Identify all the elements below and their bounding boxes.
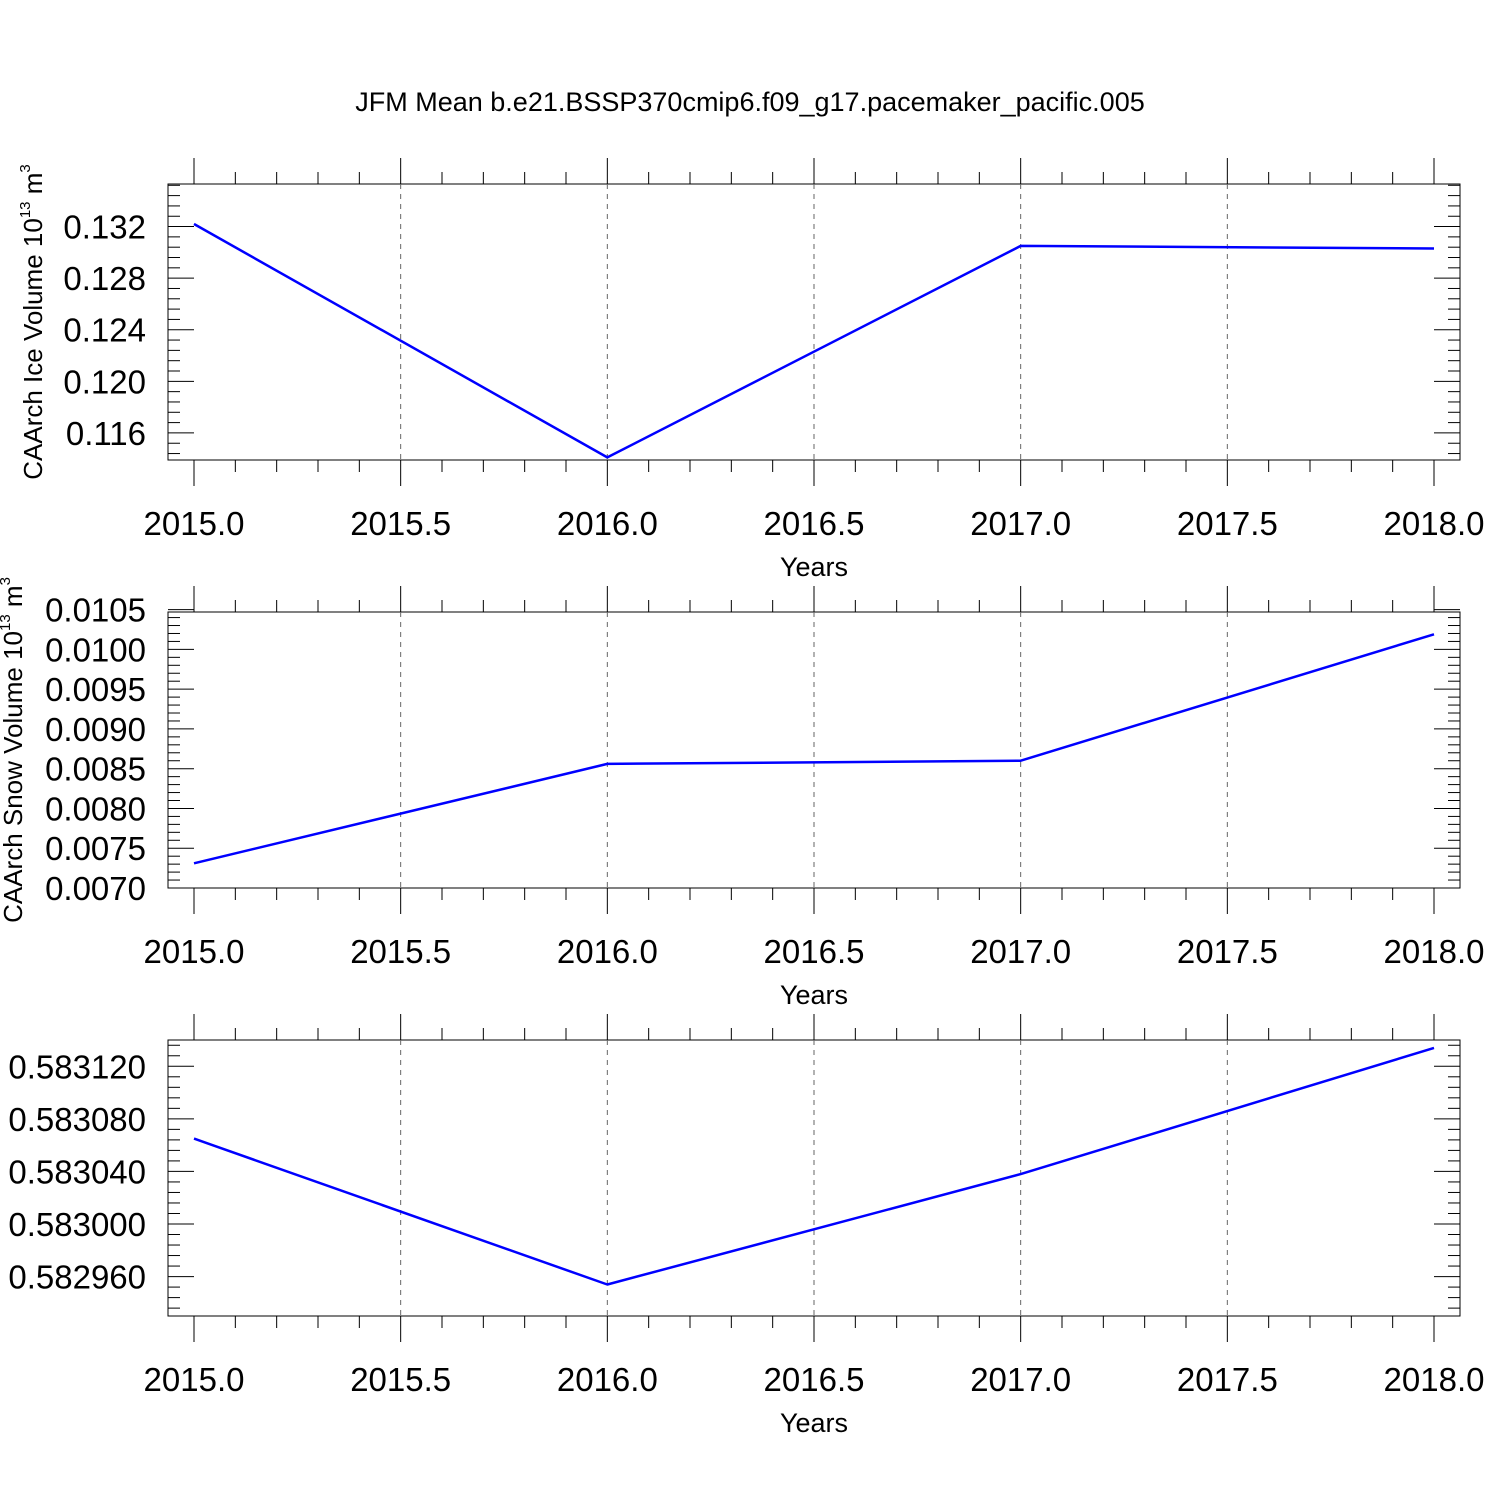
x-tick-label: 2017.0 xyxy=(970,933,1071,970)
x-tick-label: 2016.0 xyxy=(557,505,658,542)
y-tick-label: 0.128 xyxy=(63,260,146,297)
x-tick-label: 2016.0 xyxy=(557,1361,658,1398)
x-tick-label: 2018.0 xyxy=(1384,933,1485,970)
y-tick-label: 0.0075 xyxy=(45,830,146,867)
y-tick-label: 0.583040 xyxy=(8,1153,146,1190)
x-tick-label: 2015.5 xyxy=(350,933,451,970)
x-tick-label: 2015.5 xyxy=(350,1361,451,1398)
y-tick-label: 0.0095 xyxy=(45,671,146,708)
series-line xyxy=(193,1046,1435,1286)
y-tick-label: 0.0070 xyxy=(45,870,146,907)
x-axis-label: Years xyxy=(780,980,848,1010)
x-tick-label: 2018.0 xyxy=(1384,505,1485,542)
series-line xyxy=(193,633,1435,865)
x-axis-label: Years xyxy=(780,1408,848,1438)
chart-panel-3: 2015.0 2015.5 2016.0 2016.5 2017.0 2017.5 2018… xyxy=(8,1014,1484,1438)
x-tick-label: 2017.5 xyxy=(1177,1361,1278,1398)
x-tick-label: 2017.5 xyxy=(1177,505,1278,542)
chart-panel-1: 2015.0 2015.5 2016.0 2016.5 2017.0 2017.5 2018… xyxy=(17,158,1484,582)
x-tick-label: 2017.0 xyxy=(970,1361,1071,1398)
x-tick-label: 2015.0 xyxy=(144,933,245,970)
y-tick-label: 0.583000 xyxy=(8,1206,146,1243)
x-tick-label: 2017.0 xyxy=(970,505,1071,542)
y-tick-label: 0.124 xyxy=(63,312,146,349)
y-tick-label: 0.116 xyxy=(66,415,146,452)
y-tick-label: 0.0105 xyxy=(45,592,146,629)
y-axis-label: CAArch Snow Volume 1013 m3 xyxy=(0,577,28,923)
y-tick-label: 0.582960 xyxy=(8,1259,146,1296)
y-tick-label: 0.0090 xyxy=(45,711,146,748)
x-tick-label: 2016.5 xyxy=(764,1361,865,1398)
x-tick-label: 2015.0 xyxy=(144,505,245,542)
x-tick-label: 2016.5 xyxy=(764,933,865,970)
y-tick-label: 0.583120 xyxy=(8,1048,146,1085)
chart-panel-2: 2015.0 2015.5 2016.0 2016.5 2017.0 2017.5 2018… xyxy=(0,577,1484,1010)
y-axis-label: CAArch Ice Volume 1013 m3 xyxy=(17,164,48,480)
y-tick-label: 0.132 xyxy=(63,209,146,246)
y-tick-label: 0.0080 xyxy=(45,790,146,827)
y-tick-label: 0.0085 xyxy=(45,751,146,788)
x-tick-label: 2016.0 xyxy=(557,933,658,970)
y-tick-label: 0.583080 xyxy=(8,1101,146,1138)
y-tick-label: 0.0100 xyxy=(45,631,146,668)
x-tick-label: 2015.5 xyxy=(350,505,451,542)
figure-title: JFM Mean b.e21.BSSP370cmip6.f09_g17.pace… xyxy=(355,87,1144,117)
x-tick-label: 2017.5 xyxy=(1177,933,1278,970)
series-line xyxy=(193,222,1435,459)
x-axis-label: Years xyxy=(780,552,848,582)
x-tick-label: 2018.0 xyxy=(1384,1361,1485,1398)
y-tick-label: 0.120 xyxy=(63,363,146,400)
x-tick-label: 2016.5 xyxy=(764,505,865,542)
x-tick-label: 2015.0 xyxy=(144,1361,245,1398)
